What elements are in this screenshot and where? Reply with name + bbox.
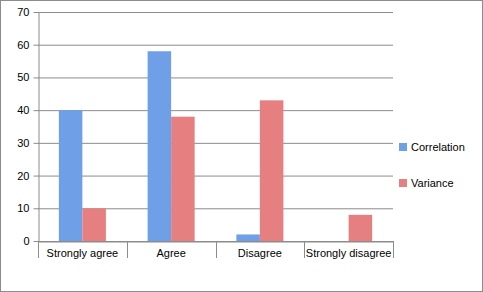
- bar: [325, 241, 349, 242]
- y-tick-mark: [34, 77, 39, 78]
- x-tick: Agree: [156, 242, 185, 260]
- x-tick-label: Agree: [156, 247, 185, 259]
- grid-line: [38, 110, 393, 111]
- grid: [38, 13, 393, 242]
- legend-swatch: [399, 179, 407, 187]
- grid-line: [38, 45, 393, 46]
- y-axis: 0 10 20 30 40 50 60 70: [17, 6, 39, 247]
- bar: [349, 215, 373, 241]
- y-tick-mark: [34, 12, 39, 13]
- x-axis: Strongly agree Agree Disagree Strongly disa…: [39, 242, 394, 260]
- y-tick-mark: [34, 45, 39, 46]
- legend: Correlation Variance: [399, 141, 465, 189]
- category-separator: [127, 241, 128, 258]
- y-tick-label: 40: [17, 104, 29, 116]
- x-tick: Disagree: [238, 242, 282, 260]
- y-tick: 10: [17, 202, 38, 214]
- bars: [59, 51, 372, 241]
- grid-line: [38, 12, 393, 13]
- y-tick: 40: [17, 104, 38, 116]
- y-tick-mark: [34, 110, 39, 111]
- y-tick-label: 30: [17, 137, 29, 149]
- y-tick-label: 10: [17, 202, 29, 214]
- x-tick: Strongly agree: [47, 242, 119, 260]
- y-tick: 0: [23, 235, 38, 247]
- y-tick-mark: [34, 176, 39, 177]
- bar: [236, 234, 260, 241]
- bar: [171, 117, 195, 241]
- y-axis-line: [39, 13, 40, 242]
- category-separator: [393, 241, 394, 258]
- y-tick: 60: [17, 39, 38, 51]
- y-tick: 50: [17, 71, 38, 83]
- y-tick-label: 0: [23, 235, 29, 247]
- x-tick-label: Strongly agree: [47, 247, 119, 259]
- x-tick-label: Strongly disagree: [306, 247, 392, 259]
- category-separator: [38, 241, 39, 258]
- y-tick-label: 50: [17, 71, 29, 83]
- y-tick-mark: [34, 241, 39, 242]
- bar: [59, 110, 83, 241]
- y-tick: 30: [17, 137, 38, 149]
- category-separators: [39, 241, 394, 258]
- y-tick-label: 20: [17, 170, 29, 182]
- category-separator: [216, 241, 217, 258]
- grid-line: [38, 241, 393, 242]
- legend-swatch: [399, 143, 407, 151]
- grid-line: [38, 176, 393, 177]
- bar: [82, 208, 106, 241]
- x-tick: Strongly disagree: [306, 242, 392, 260]
- grid-line: [38, 77, 393, 78]
- bar: [148, 51, 172, 241]
- y-tick-mark: [34, 143, 39, 144]
- y-tick-label: 60: [17, 39, 29, 51]
- y-tick-label: 70: [17, 6, 29, 18]
- chart-frame: [1, 1, 483, 292]
- category-separator: [304, 241, 305, 258]
- y-tick: 70: [17, 6, 38, 18]
- chart: 0 10 20 30 40 50 60 70 Strongly agree Agree Disagr…: [0, 0, 483, 292]
- x-tick-label: Disagree: [238, 247, 282, 259]
- legend-label: Correlation: [411, 141, 465, 153]
- grid-line: [38, 143, 393, 144]
- bar: [260, 100, 284, 241]
- legend-label: Variance: [411, 177, 454, 189]
- y-tick: 20: [17, 170, 38, 182]
- y-tick-mark: [34, 208, 39, 209]
